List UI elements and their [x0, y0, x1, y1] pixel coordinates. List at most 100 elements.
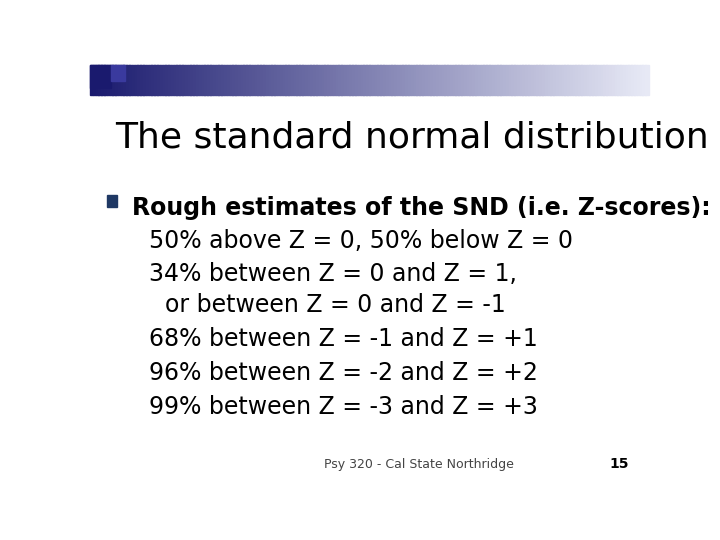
Bar	[547, 65, 551, 94]
Text: 15: 15	[609, 457, 629, 471]
Bar	[539, 65, 543, 94]
Text: The standard normal distribution: The standard normal distribution	[115, 121, 709, 155]
Text: Rough estimates of the SND (i.e. Z-scores):: Rough estimates of the SND (i.e. Z-score…	[132, 196, 711, 220]
Bar	[135, 65, 138, 94]
Bar	[422, 65, 426, 94]
Bar	[562, 65, 565, 94]
Bar	[322, 65, 325, 94]
Bar	[575, 65, 579, 94]
Bar	[595, 65, 598, 94]
Bar	[459, 65, 462, 94]
Bar	[469, 65, 473, 94]
Bar	[405, 65, 409, 94]
Bar	[230, 65, 233, 94]
Bar	[361, 65, 364, 94]
Bar	[227, 65, 230, 94]
Bar	[372, 65, 375, 94]
Bar	[213, 65, 216, 94]
Bar	[545, 65, 548, 94]
Bar	[486, 65, 490, 94]
Text: or between Z = 0 and Z = -1: or between Z = 0 and Z = -1	[166, 293, 506, 316]
Bar	[498, 65, 500, 94]
Bar	[145, 65, 149, 94]
Bar	[157, 65, 161, 94]
Bar	[511, 65, 515, 94]
Bar	[297, 65, 300, 94]
Bar	[572, 65, 576, 94]
Bar	[330, 65, 333, 94]
Bar	[176, 65, 180, 94]
Bar	[431, 65, 433, 94]
Bar	[288, 65, 292, 94]
Bar	[255, 65, 258, 94]
Bar	[584, 65, 588, 94]
Bar	[151, 65, 155, 94]
Bar	[327, 65, 330, 94]
Bar	[90, 65, 94, 94]
Bar	[428, 65, 431, 94]
Bar	[503, 65, 506, 94]
Bar	[631, 65, 634, 94]
Bar	[166, 65, 168, 94]
Bar	[380, 65, 384, 94]
Bar	[386, 65, 389, 94]
Bar	[374, 65, 378, 94]
Bar	[233, 65, 235, 94]
Bar	[523, 65, 526, 94]
Bar	[408, 65, 411, 94]
Bar	[307, 65, 311, 94]
Bar	[492, 65, 495, 94]
Bar	[645, 65, 649, 94]
Bar	[531, 65, 534, 94]
Bar	[112, 65, 116, 94]
Bar	[188, 65, 191, 94]
Bar	[210, 65, 213, 94]
Bar	[199, 65, 202, 94]
Bar	[347, 65, 350, 94]
Bar	[413, 65, 417, 94]
Bar	[235, 65, 238, 94]
Bar	[294, 65, 297, 94]
Bar	[475, 65, 478, 94]
Bar	[397, 65, 400, 94]
Bar	[461, 65, 464, 94]
Bar	[441, 65, 445, 94]
Bar	[411, 65, 414, 94]
Bar	[472, 65, 476, 94]
Bar	[266, 65, 269, 94]
Bar	[143, 65, 146, 94]
Bar	[107, 195, 117, 207]
Bar	[364, 65, 366, 94]
Bar	[590, 65, 593, 94]
Bar	[277, 65, 280, 94]
Bar	[291, 65, 294, 94]
Bar	[305, 65, 308, 94]
Bar	[285, 65, 289, 94]
Bar	[620, 65, 624, 94]
Bar	[444, 65, 448, 94]
Bar	[90, 65, 111, 87]
Bar	[623, 65, 626, 94]
Bar	[629, 65, 632, 94]
Bar	[336, 65, 339, 94]
Bar	[400, 65, 403, 94]
Text: Psy 320 - Cal State Northridge: Psy 320 - Cal State Northridge	[324, 458, 514, 471]
Bar	[207, 65, 210, 94]
Bar	[456, 65, 459, 94]
Bar	[593, 65, 595, 94]
Bar	[341, 65, 344, 94]
Bar	[319, 65, 322, 94]
Bar	[249, 65, 253, 94]
Bar	[204, 65, 208, 94]
Bar	[271, 65, 275, 94]
Bar	[639, 65, 643, 94]
Bar	[240, 65, 244, 94]
Bar	[542, 65, 545, 94]
Bar	[101, 65, 104, 94]
Bar	[508, 65, 512, 94]
Bar	[402, 65, 406, 94]
Bar	[425, 65, 428, 94]
Bar	[556, 65, 559, 94]
Bar	[99, 65, 102, 94]
Bar	[369, 65, 372, 94]
